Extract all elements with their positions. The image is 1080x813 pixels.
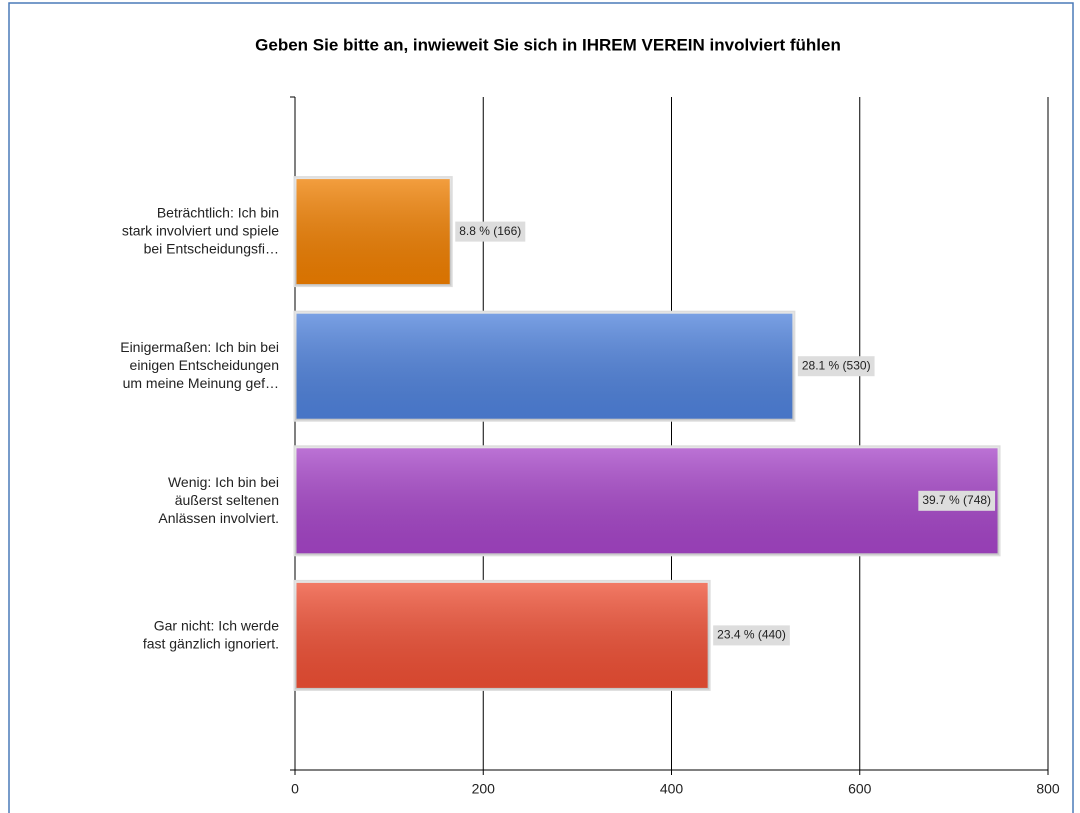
value-label-bg bbox=[918, 490, 996, 511]
y-tick-label: Beträchtlich: Ich bin stark involviert un… bbox=[122, 204, 279, 256]
y-tick-label: Wenig: Ich bin bei äußerst seltenen Anläss… bbox=[158, 474, 279, 526]
value-label: 23.4 % (440) bbox=[717, 628, 786, 642]
frame bbox=[8, 2, 1074, 813]
bar-shine bbox=[295, 177, 452, 286]
chart-title: Geben Sie bitte an, inwieweit Sie sich i… bbox=[255, 35, 841, 54]
bar-shine bbox=[295, 312, 794, 421]
value-label: 28.1 % (530) bbox=[802, 358, 871, 372]
bar-shine bbox=[295, 446, 1000, 555]
value-label: 8.8 % (166) bbox=[459, 224, 521, 238]
value-label-bg bbox=[797, 356, 875, 377]
x-tick-label: 800 bbox=[1036, 781, 1060, 797]
bar-shine bbox=[295, 581, 710, 690]
y-tick-label: Einigermaßen: Ich bin bei einigen Entsche… bbox=[120, 339, 279, 391]
x-tick-label: 0 bbox=[291, 781, 299, 797]
value-label-bg bbox=[455, 221, 526, 242]
y-tick-label: Gar nicht: Ich werde fast gänzlich ignori… bbox=[143, 617, 279, 651]
x-tick-label: 600 bbox=[848, 781, 872, 797]
x-tick-label: 400 bbox=[660, 781, 684, 797]
value-label: 39.7 % (748) bbox=[922, 493, 991, 507]
x-tick-label: 200 bbox=[472, 781, 496, 797]
value-label-bg bbox=[713, 625, 790, 646]
